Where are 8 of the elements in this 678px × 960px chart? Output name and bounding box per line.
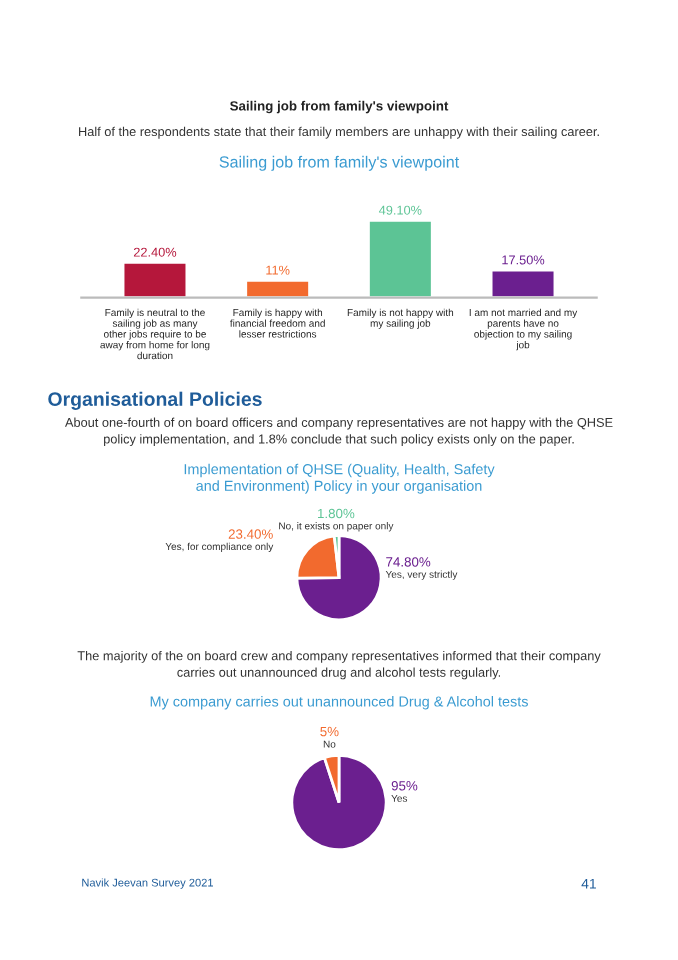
bar [244,278,311,298]
pie-slice [295,534,383,622]
text: Organisational Policies [48,391,262,410]
bar [121,260,189,298]
bar [489,268,557,298]
bar [367,218,434,298]
pie-slice [290,753,388,852]
chart-title: Sailing job from family's viewpoint [219,155,460,171]
